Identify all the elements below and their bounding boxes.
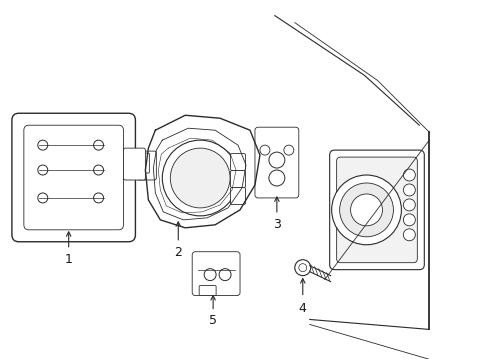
FancyBboxPatch shape <box>123 148 146 180</box>
FancyBboxPatch shape <box>255 127 299 198</box>
Circle shape <box>269 152 285 168</box>
Circle shape <box>299 264 307 272</box>
Text: 2: 2 <box>174 246 182 259</box>
Text: 3: 3 <box>273 218 281 231</box>
Text: 5: 5 <box>209 315 217 328</box>
FancyBboxPatch shape <box>24 125 123 230</box>
Circle shape <box>38 165 48 175</box>
Circle shape <box>204 269 216 280</box>
Circle shape <box>94 193 103 203</box>
Circle shape <box>171 148 230 208</box>
Circle shape <box>403 229 416 241</box>
Circle shape <box>38 140 48 150</box>
FancyBboxPatch shape <box>337 157 417 263</box>
Circle shape <box>94 165 103 175</box>
Circle shape <box>94 140 103 150</box>
Circle shape <box>38 193 48 203</box>
FancyBboxPatch shape <box>231 171 245 188</box>
Circle shape <box>295 260 311 276</box>
FancyBboxPatch shape <box>136 151 156 180</box>
FancyBboxPatch shape <box>141 153 149 173</box>
Circle shape <box>219 269 231 280</box>
Circle shape <box>162 140 238 216</box>
FancyBboxPatch shape <box>192 252 240 296</box>
Circle shape <box>260 145 270 155</box>
Circle shape <box>403 169 416 181</box>
FancyBboxPatch shape <box>12 113 135 242</box>
FancyBboxPatch shape <box>231 154 245 171</box>
Text: 1: 1 <box>65 253 73 266</box>
FancyBboxPatch shape <box>231 188 245 204</box>
Circle shape <box>284 145 294 155</box>
Circle shape <box>403 199 416 211</box>
Circle shape <box>350 194 383 226</box>
FancyBboxPatch shape <box>199 285 216 296</box>
FancyBboxPatch shape <box>330 150 424 270</box>
Circle shape <box>340 183 393 237</box>
Text: 4: 4 <box>299 302 307 315</box>
Circle shape <box>269 170 285 186</box>
Circle shape <box>403 184 416 196</box>
Circle shape <box>403 214 416 226</box>
Circle shape <box>332 175 401 245</box>
